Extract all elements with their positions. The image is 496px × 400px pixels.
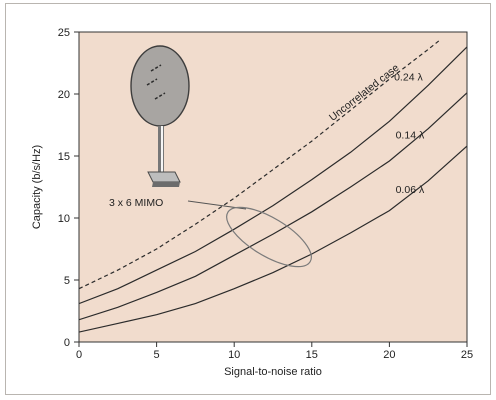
y-axis-title: Capacity (b/s/Hz) (31, 145, 43, 229)
series-line-0 (79, 40, 440, 290)
x-axis-ticks: 0 5 10 15 20 25 (76, 342, 473, 361)
antenna-slot-1 (150, 64, 162, 72)
series-layer (79, 40, 467, 333)
series-line-2 (79, 92, 467, 321)
annotation-layer (187, 200, 312, 268)
x-axis-title: Signal-to-noise ratio (224, 366, 322, 378)
x-tick-label-3: 15 (306, 349, 318, 361)
antenna-base (147, 171, 181, 183)
y-tick-label-0: 0 (64, 337, 70, 349)
annotation-text: 3 x 6 MIMO (109, 197, 163, 209)
antenna-dish-icon (130, 45, 190, 127)
series-label-1: 0.24 λ (394, 71, 423, 83)
y-tick-label-2: 10 (58, 213, 70, 225)
x-tick-label-4: 20 (383, 349, 395, 361)
plot-border (78, 31, 468, 343)
series-label-3: 0.06 λ (396, 184, 425, 196)
chart-figure: Uncorrelated case 0.24 λ 0.14 λ 0.06 λ 0 5 10… (5, 3, 491, 395)
series-line-1 (79, 46, 467, 305)
x-tick-label-1: 5 (154, 349, 160, 361)
y-tick-label-4: 20 (58, 89, 70, 101)
annotation-ellipse (226, 206, 312, 268)
x-tick-label-5: 25 (461, 349, 473, 361)
y-tick-label-5: 25 (58, 27, 70, 39)
y-tick-label-3: 15 (58, 151, 70, 163)
series-label-2: 0.14 λ (396, 130, 425, 142)
y-axis-ticks: 0 5 10 15 20 25 (58, 27, 79, 349)
antenna-slot-3 (154, 92, 166, 100)
x-tick-label-0: 0 (76, 349, 82, 361)
antenna-slot-2 (146, 78, 158, 86)
x-tick-label-2: 10 (228, 349, 240, 361)
y-tick-label-1: 5 (64, 275, 70, 287)
antenna-base-shadow (152, 182, 180, 187)
series-line-3 (79, 145, 467, 333)
annotation-illustration (130, 45, 190, 187)
